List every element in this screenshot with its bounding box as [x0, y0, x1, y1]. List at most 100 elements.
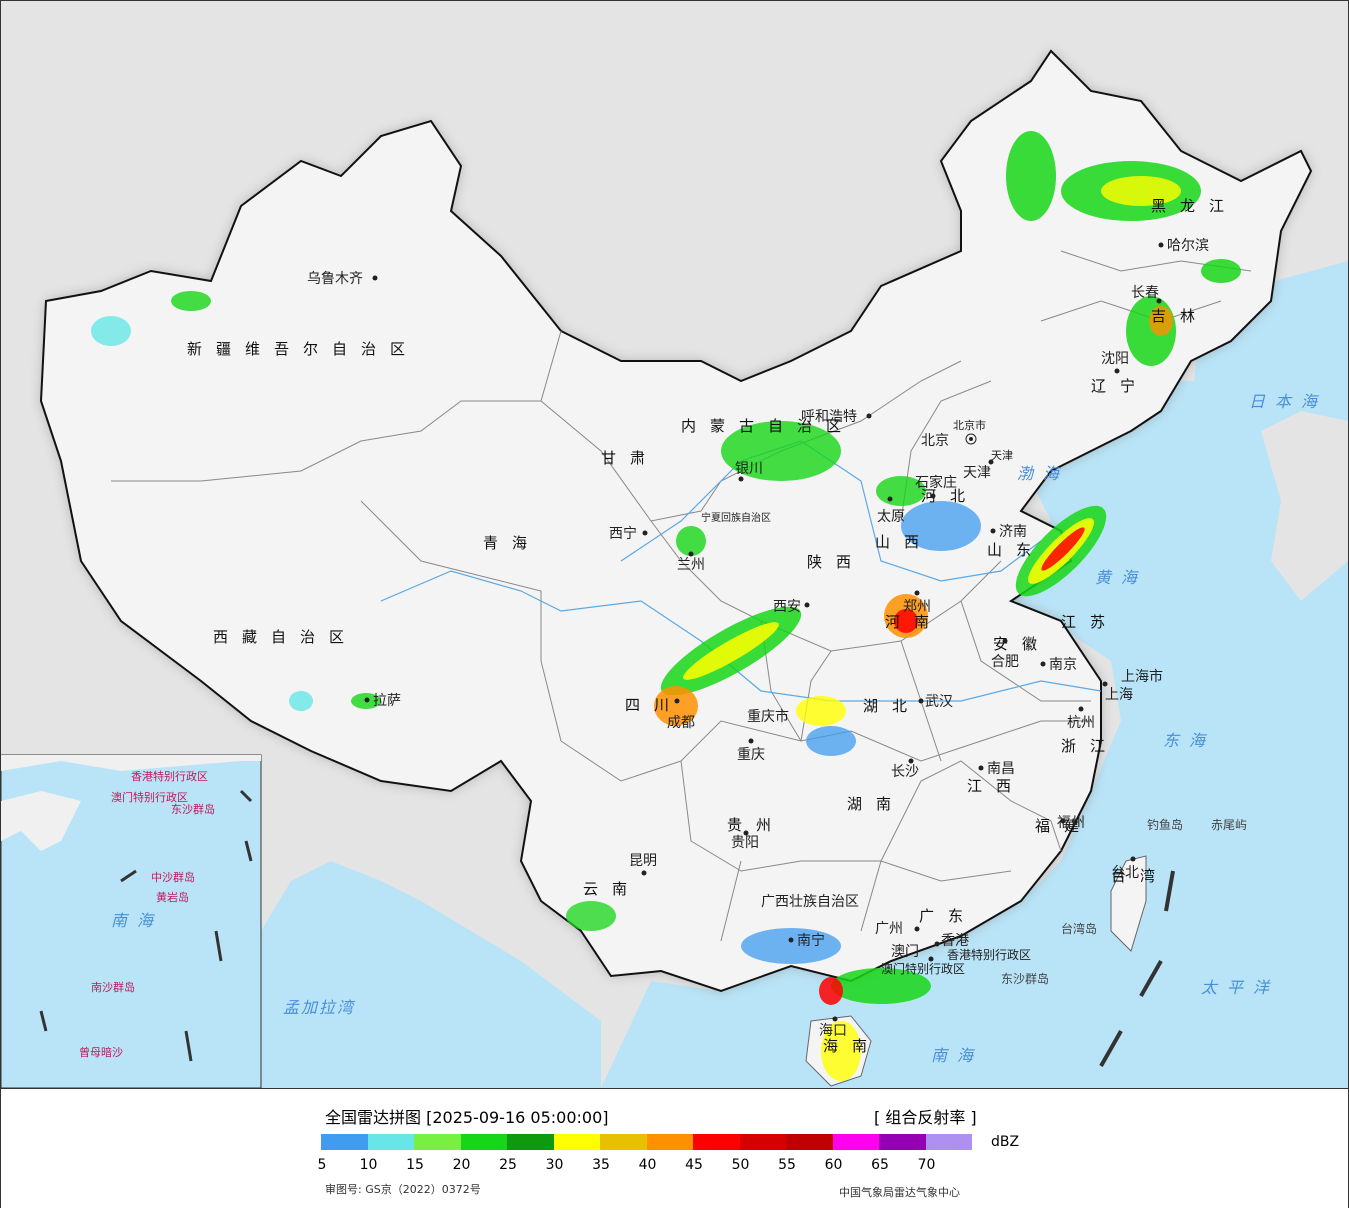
svg-text:海口: 海口: [819, 1023, 847, 1039]
color-tick-9: 50: [731, 1157, 750, 1173]
city-28: 海口: [819, 1016, 847, 1039]
province-label-16: 河南: [885, 613, 943, 631]
color-tick-0: 5: [317, 1157, 327, 1173]
color-swatch-5: [553, 1134, 600, 1150]
color-swatch-6: [600, 1134, 647, 1150]
city-25: 广州: [875, 921, 920, 937]
echo-northeast: [1006, 131, 1241, 366]
province-label-27: 重庆市: [747, 708, 789, 725]
city-27: 香港: [934, 933, 969, 949]
sea-label-5: 太平洋: [1201, 978, 1279, 997]
province-label-6: 贵州: [727, 816, 785, 834]
island-label-3: 东沙群岛: [1001, 971, 1049, 986]
color-tick-2: 15: [406, 1157, 424, 1173]
svg-text:天津: 天津: [963, 465, 991, 481]
data-credit: 中国气象局雷达气象中心: [839, 1186, 960, 1199]
city-5: 呼和浩特: [801, 409, 872, 425]
sea-label-3: 东海: [1163, 731, 1215, 750]
svg-text:贵阳: 贵阳: [731, 835, 759, 851]
svg-text:杭州: 杭州: [1067, 715, 1095, 731]
svg-text:上海: 上海: [1105, 687, 1133, 703]
echo-north-china: [721, 421, 981, 638]
city-22: 贵阳: [731, 830, 759, 851]
province-label-15: 安徽: [993, 635, 1051, 653]
island-label-1: 赤尾屿: [1211, 818, 1247, 832]
pacific-sea-area: [601, 381, 1348, 1088]
province-label-33: 澳门特别行政区: [881, 961, 965, 976]
city-2: 西宁: [609, 525, 648, 542]
unit-label: dBZ: [991, 1134, 1020, 1150]
province-label-9: 湖南: [847, 795, 905, 813]
province-label-23: 吉林: [1151, 307, 1209, 325]
svg-text:石家庄: 石家庄: [915, 474, 957, 491]
province-label-14: 江苏: [1061, 613, 1119, 631]
city-29: 福州: [1057, 815, 1085, 831]
svg-text:南宁: 南宁: [797, 932, 825, 949]
city-0: 乌鲁木齐: [307, 271, 378, 287]
svg-text:银川: 银川: [735, 461, 763, 477]
inset-label-6: 澳门特别行政区: [111, 790, 188, 804]
inset-label-0: 东沙群岛: [171, 802, 215, 816]
color-tick-3: 20: [452, 1157, 471, 1173]
city-11: 郑州: [903, 590, 931, 615]
sea-label-2: 黄海: [1095, 568, 1147, 587]
svg-text:昆明: 昆明: [629, 853, 657, 869]
province-label-12: 福建: [1035, 817, 1093, 835]
island-label-0: 钓鱼岛: [1147, 817, 1183, 832]
svg-text:南昌: 南昌: [987, 761, 1015, 777]
province-label-13: 浙江: [1061, 737, 1119, 755]
city-1: 拉萨: [364, 693, 401, 709]
province-label-2: 青海: [483, 534, 541, 552]
city-30: 台北: [1111, 856, 1139, 881]
island-labels: 钓鱼岛 赤尾屿 台湾岛 东沙群岛: [1001, 817, 1247, 986]
color-swatch-8: [693, 1134, 740, 1150]
radar-map: 南海 东沙群岛 中沙群岛 黄岩岛 南沙群岛 曾母暗沙 香港特别行政区 澳门特别行…: [1, 1, 1348, 1088]
color-swatch-3: [460, 1134, 507, 1150]
province-label-10: 湖北: [863, 697, 921, 715]
svg-text:重庆: 重庆: [737, 747, 765, 763]
svg-text:济南: 济南: [999, 524, 1027, 540]
city-12: 西安: [773, 599, 810, 615]
province-label-29: 北京市: [953, 418, 986, 432]
city-20: 南昌: [978, 761, 1015, 777]
inset-label-1: 中沙群岛: [151, 870, 195, 884]
city-17: 南京: [1040, 657, 1077, 673]
color-swatch-4: [507, 1134, 554, 1150]
city-26: 澳门: [891, 944, 934, 962]
bay-of-bengal-area: [261, 861, 601, 1088]
sea-label-4: 南海: [931, 1046, 983, 1065]
echo-south-china: [741, 928, 931, 1081]
province-label-32: 香港特别行政区: [947, 947, 1031, 962]
svg-text:西安: 西安: [773, 599, 801, 615]
taiwan-island: [1110, 855, 1147, 952]
color-tick-6: 35: [592, 1157, 610, 1173]
japan-land: [1261, 411, 1348, 601]
map-approval-number: 审图号: GS京（2022）0372号: [325, 1183, 481, 1196]
svg-text:北京: 北京: [921, 433, 949, 449]
city-16: 合肥: [991, 638, 1019, 670]
color-tick-7: 40: [638, 1157, 657, 1173]
city-10: 济南: [990, 524, 1027, 540]
legend-title: 全国雷达拼图 [2025-09-16 05:00:00]: [325, 1108, 609, 1127]
city-18: 上海: [1102, 681, 1133, 703]
inset-label-3: 南沙群岛: [91, 980, 135, 994]
svg-text:合肥: 合肥: [991, 654, 1019, 670]
city-14: 重庆: [737, 738, 765, 763]
province-label-26: 海南: [823, 1037, 881, 1055]
svg-text:长春: 长春: [1131, 285, 1159, 301]
svg-text:成都: 成都: [667, 715, 695, 731]
sea-label-1: 渤海: [1017, 464, 1069, 483]
color-swatch-7: [646, 1134, 693, 1150]
south-china-sea-inset: 南海 东沙群岛 中沙群岛 黄岩岛 南沙群岛 曾母暗沙 香港特别行政区 澳门特别行…: [1, 754, 262, 1088]
svg-text:沈阳: 沈阳: [1101, 351, 1129, 367]
svg-text:澳门: 澳门: [891, 944, 919, 960]
color-tick-13: 70: [917, 1157, 936, 1173]
svg-text:台北: 台北: [1111, 865, 1139, 881]
inset-label-4: 曾母暗沙: [79, 1045, 123, 1059]
province-labels: 新疆维吾尔自治区 西藏自治区 青海 甘肃 四川 云南 贵州 广西壮族自治区 广东…: [187, 197, 1224, 1055]
city-15: 武汉: [918, 694, 953, 710]
province-label-30: 天津: [991, 449, 1013, 462]
svg-text:哈尔滨: 哈尔滨: [1167, 238, 1209, 254]
svg-text:武汉: 武汉: [925, 694, 953, 710]
svg-text:郑州: 郑州: [903, 599, 931, 615]
